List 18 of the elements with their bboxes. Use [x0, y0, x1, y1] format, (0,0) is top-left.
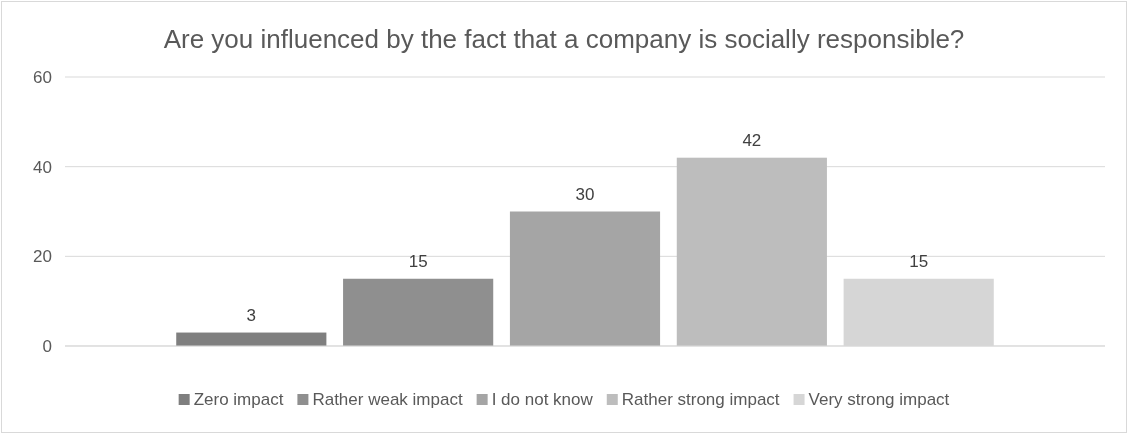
y-tick-label: 20	[33, 247, 52, 267]
bar	[509, 211, 661, 346]
data-label: 3	[246, 305, 257, 325]
y-tick-label: 60	[33, 67, 52, 87]
y-tick-label: 40	[33, 157, 52, 177]
legend-label: Very strong impact	[808, 390, 950, 409]
data-label: 15	[909, 251, 929, 271]
data-label: 15	[408, 251, 428, 271]
legend-label: Rather weak impact	[312, 390, 463, 409]
legend-label: I do not know	[491, 390, 594, 409]
data-label: 30	[575, 184, 595, 204]
bar	[343, 278, 494, 346]
data-label: 42	[742, 130, 762, 150]
y-tick-label: 0	[42, 336, 52, 356]
bar	[676, 157, 827, 346]
legend-label: Rather strong impact	[621, 390, 780, 409]
chart-title: Are you influenced by the fact that a company is socially responsible?	[163, 24, 965, 54]
legend-label: Zero impact	[193, 390, 284, 409]
